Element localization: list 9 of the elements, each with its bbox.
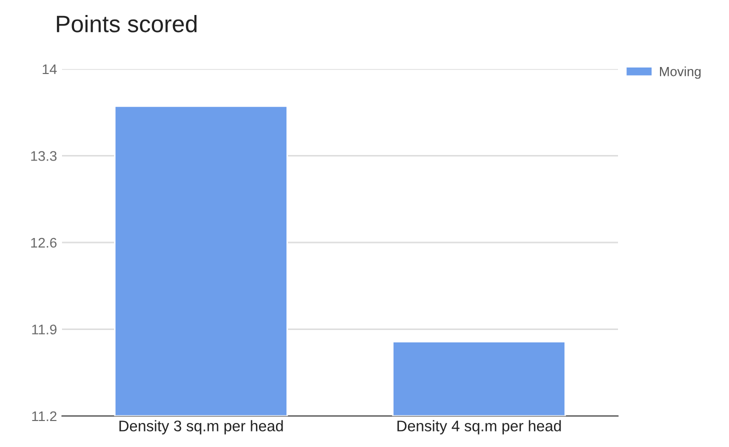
legend-label: Moving bbox=[660, 66, 701, 79]
x-tick-label: Density 4 sq.m per head bbox=[397, 420, 561, 434]
x-tick-label: Density 3 sq.m per head bbox=[119, 420, 283, 434]
y-tick-label: 13.3 bbox=[31, 151, 57, 161]
y-tick-label: 11.9 bbox=[32, 324, 56, 334]
y-tick-label: 12.6 bbox=[31, 238, 57, 248]
y-tick-label: 14 bbox=[42, 64, 57, 74]
chart-title: Points scored bbox=[56, 14, 197, 32]
y-tick-label: 11.2 bbox=[32, 411, 56, 422]
